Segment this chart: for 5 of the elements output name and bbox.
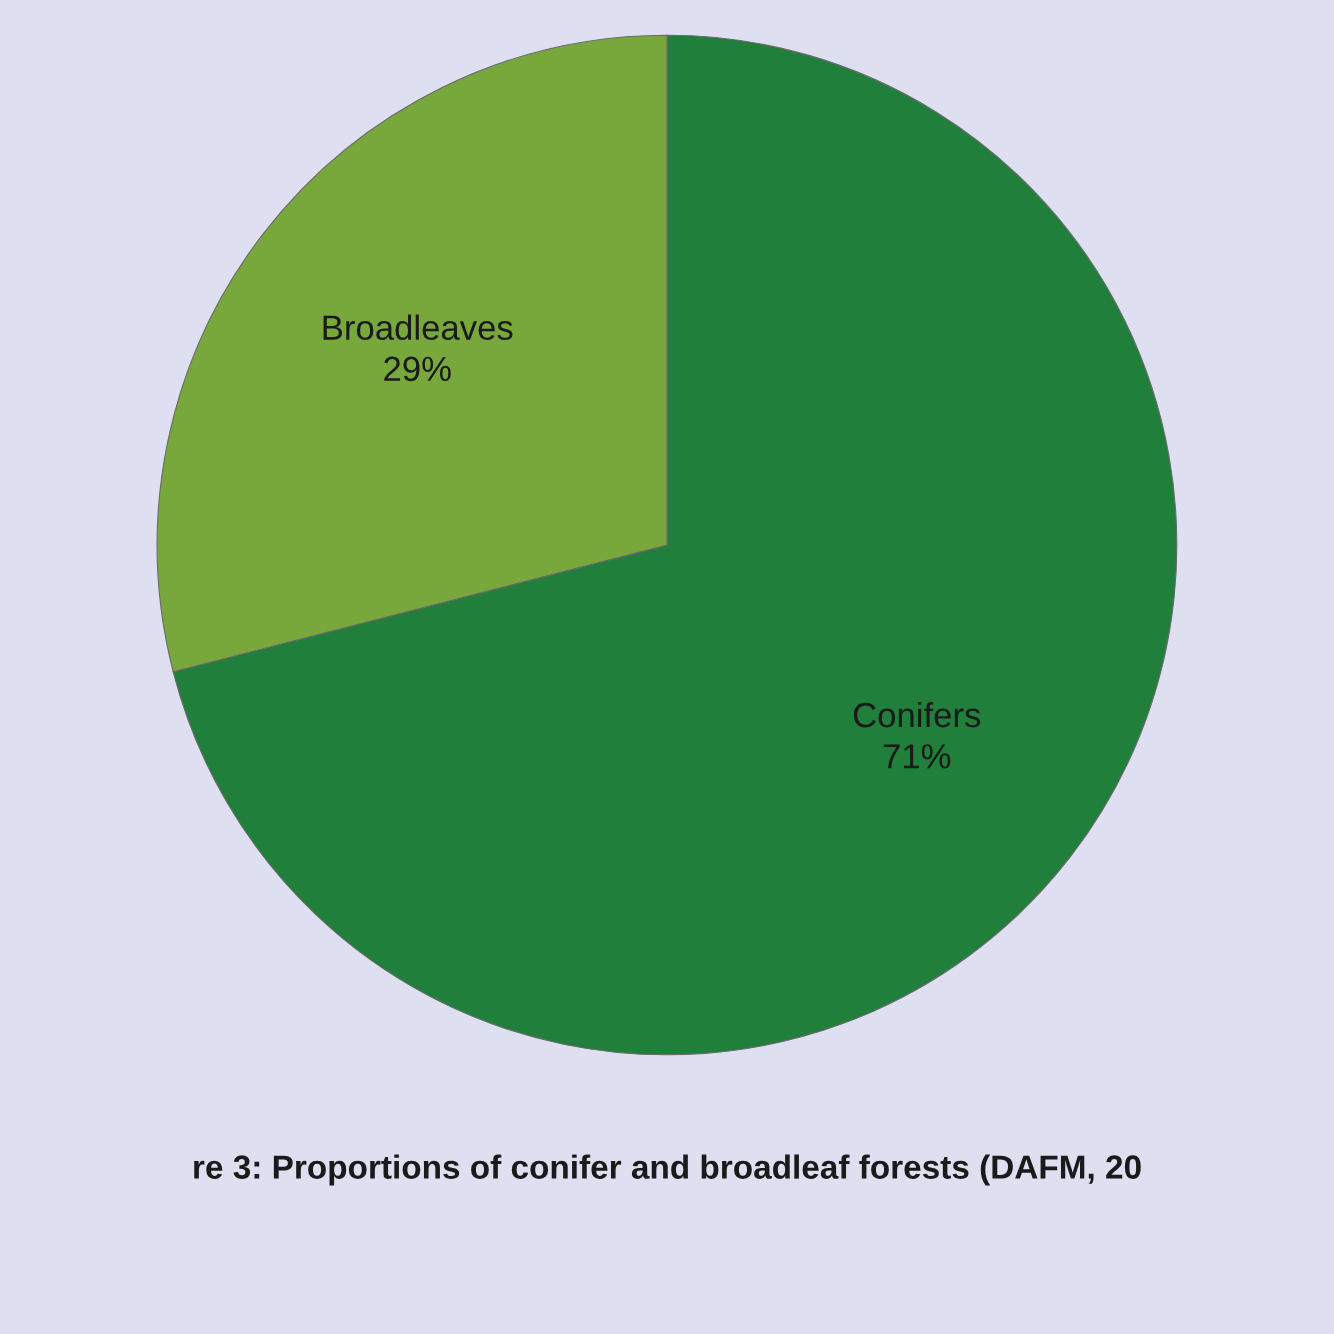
text: re 3: Proportions of conifer and broadleaf forests (DAFM, 20 bbox=[194, 1154, 1141, 1186]
data-label: 29% bbox=[384, 356, 451, 382]
slice-label: Broadleaves bbox=[323, 314, 513, 341]
data-label: 71% bbox=[883, 744, 951, 769]
slice-label: Conifers bbox=[853, 701, 981, 728]
